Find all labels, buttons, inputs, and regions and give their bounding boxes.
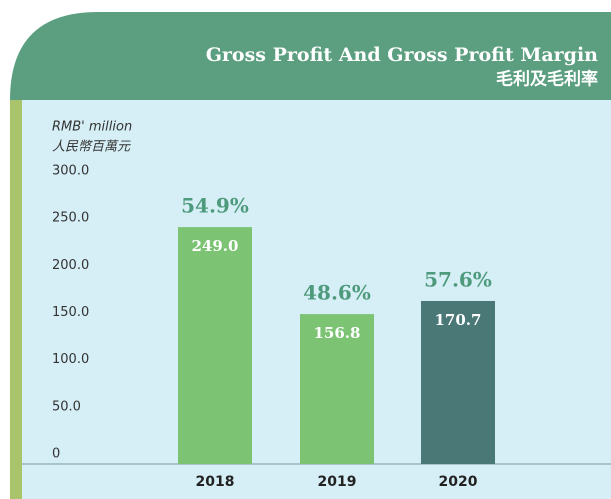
side-strip xyxy=(10,100,22,499)
y-tick-label: 100.0 xyxy=(52,352,89,367)
y-tick-label: 150.0 xyxy=(52,305,89,320)
bar xyxy=(300,314,374,464)
x-tick-label: 2019 xyxy=(318,474,357,490)
x-tick-label: 2020 xyxy=(439,474,478,490)
margin-label: 54.9% xyxy=(181,194,249,218)
bar xyxy=(421,300,495,464)
x-tick-label: 2018 xyxy=(196,474,235,490)
y-tick-label: 300.0 xyxy=(52,164,89,179)
chart-subtitle: 毛利及毛利率 xyxy=(496,69,598,90)
value-label: 156.8 xyxy=(314,324,361,342)
value-label: 170.7 xyxy=(435,311,482,329)
y-tick-label: 50.0 xyxy=(52,399,81,414)
y-axis-label-zh: 人民幣百萬元 xyxy=(52,140,131,155)
chart-title: Gross Profit And Gross Profit Margin xyxy=(206,44,598,66)
margin-label: 57.6% xyxy=(424,267,492,291)
y-tick-label: 250.0 xyxy=(52,211,89,226)
y-axis-label: RMB' million xyxy=(52,120,132,135)
value-label: 249.0 xyxy=(192,237,239,255)
y-tick-label: 200.0 xyxy=(52,258,89,273)
y-tick-label: 0 xyxy=(52,447,60,462)
margin-label: 48.6% xyxy=(303,281,371,305)
bar xyxy=(178,227,252,464)
